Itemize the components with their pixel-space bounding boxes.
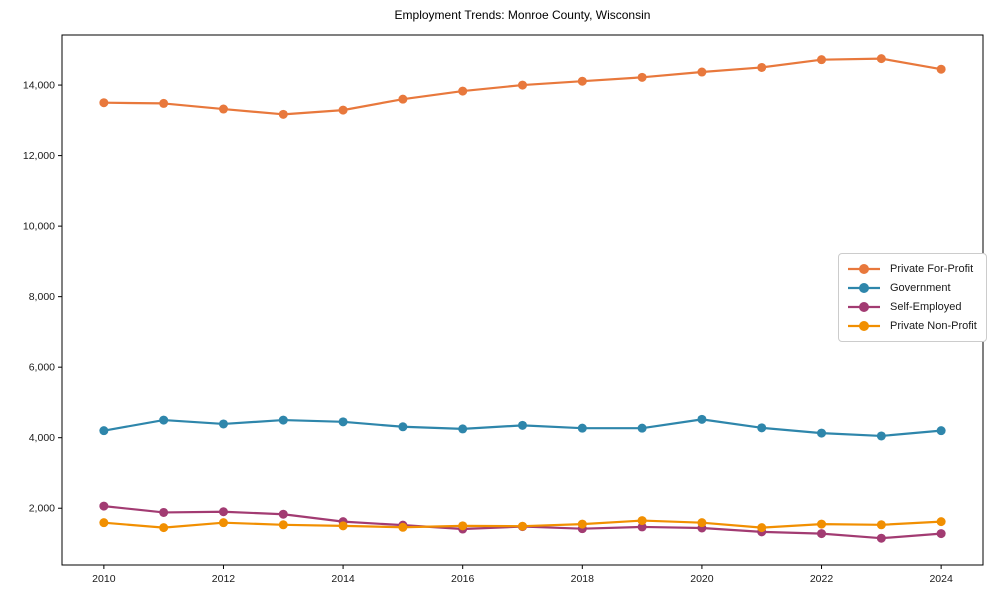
legend: Private For-Profit Government Self-Emplo… — [838, 253, 987, 342]
data-point-marker — [876, 533, 886, 543]
legend-label: Self-Employed — [890, 301, 962, 314]
data-point-marker — [817, 55, 827, 65]
data-point-marker — [577, 76, 587, 86]
data-point-marker — [159, 523, 169, 533]
y-tick-label: 4,000 — [29, 432, 55, 444]
data-point-marker — [338, 417, 348, 427]
data-point-marker — [218, 104, 228, 114]
x-tick-label: 2016 — [451, 573, 475, 585]
legend-label: Private Non-Profit — [890, 320, 977, 333]
data-point-marker — [936, 529, 946, 539]
legend-label: Government — [890, 281, 951, 294]
data-point-marker — [278, 109, 288, 119]
y-tick-label: 8,000 — [29, 291, 55, 303]
legend-line-marker-icon — [848, 282, 880, 293]
data-point-marker — [936, 64, 946, 74]
data-point-marker — [577, 519, 587, 529]
data-point-marker — [398, 522, 408, 532]
data-point-marker — [637, 423, 647, 433]
x-tick-label: 2020 — [690, 573, 714, 585]
data-point-marker — [876, 520, 886, 530]
data-point-marker — [817, 519, 827, 529]
data-point-marker — [518, 420, 527, 430]
data-point-marker — [936, 426, 946, 436]
data-point-marker — [278, 520, 288, 530]
data-point-marker — [159, 98, 169, 108]
y-tick-label: 2,000 — [29, 503, 55, 515]
data-point-marker — [876, 431, 886, 441]
data-point-marker — [99, 518, 109, 528]
legend-line-marker-icon — [848, 321, 880, 332]
data-point-marker — [159, 415, 169, 425]
data-point-marker — [697, 67, 707, 77]
legend-item-private-for-profit: Private For-Profit — [847, 259, 977, 278]
data-point-marker — [697, 414, 707, 424]
x-tick-label: 2012 — [212, 573, 236, 585]
data-point-marker — [876, 54, 886, 64]
data-point-marker — [218, 419, 228, 429]
data-point-marker — [159, 507, 169, 517]
x-tick-label: 2024 — [929, 573, 953, 585]
data-point-marker — [518, 80, 527, 90]
data-point-marker — [278, 509, 288, 519]
data-point-marker — [218, 518, 228, 528]
data-point-marker — [518, 521, 527, 531]
data-point-marker — [757, 423, 767, 433]
data-point-marker — [577, 423, 587, 433]
data-point-marker — [99, 98, 109, 108]
legend-line-marker-icon — [848, 263, 880, 274]
data-point-marker — [697, 518, 707, 528]
data-point-marker — [398, 422, 408, 432]
x-tick-label: 2010 — [92, 573, 116, 585]
data-point-marker — [99, 501, 109, 511]
y-tick-label: 10,000 — [23, 221, 55, 233]
legend-label: Private For-Profit — [890, 262, 974, 275]
legend-item-self-employed: Self-Employed — [847, 298, 977, 317]
data-point-marker — [757, 523, 767, 533]
data-point-marker — [817, 428, 827, 438]
x-tick-label: 2018 — [571, 573, 595, 585]
data-point-marker — [338, 521, 348, 531]
legend-item-private-non-profit: Private Non-Profit — [847, 317, 977, 336]
data-point-marker — [398, 94, 408, 104]
data-point-marker — [458, 86, 468, 96]
y-tick-label: 12,000 — [23, 150, 55, 162]
legend-line-marker-icon — [848, 302, 880, 313]
data-point-marker — [817, 529, 827, 539]
legend-item-government: Government — [847, 278, 977, 297]
data-point-marker — [278, 415, 288, 425]
data-point-marker — [757, 62, 767, 72]
data-point-marker — [218, 507, 228, 517]
data-point-marker — [637, 72, 647, 82]
data-point-marker — [458, 424, 468, 434]
data-point-marker — [99, 426, 109, 436]
data-point-marker — [936, 517, 946, 527]
x-tick-label: 2022 — [810, 573, 834, 585]
y-tick-label: 14,000 — [23, 80, 55, 92]
data-point-marker — [637, 522, 647, 532]
x-tick-label: 2014 — [331, 573, 355, 585]
data-point-marker — [338, 105, 348, 115]
chart-title: Employment Trends: Monroe County, Wiscon… — [394, 8, 651, 22]
data-point-marker — [637, 516, 647, 526]
y-tick-label: 6,000 — [29, 362, 55, 374]
data-point-marker — [458, 521, 468, 531]
